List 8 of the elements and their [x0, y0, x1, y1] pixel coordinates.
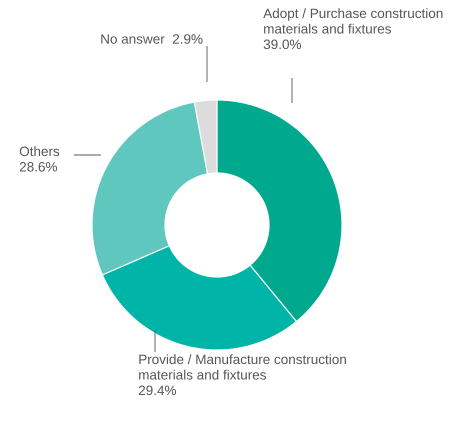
slice-label: Others [20, 146, 60, 156]
slice-label: Adopt / Purchase construction materials and fixtures [263, 8, 442, 34]
slice-label: No answer [101, 34, 164, 44]
data-label: 39.0% [264, 40, 302, 50]
data-label: 28.6% [20, 162, 57, 172]
data-label: 29.4% [138, 386, 176, 396]
slice-label: Provide / Manufacture construction materials and fixtures [139, 354, 346, 380]
data-label: 2.9% [172, 34, 203, 44]
